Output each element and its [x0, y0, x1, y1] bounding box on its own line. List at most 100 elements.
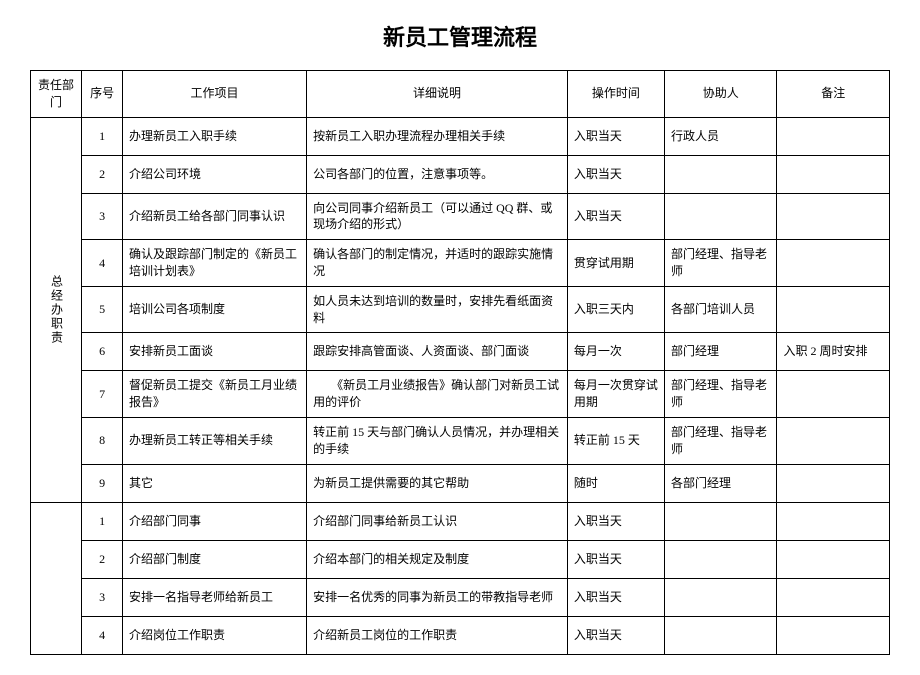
helper-cell: 部门经理、指导老师 [664, 240, 776, 287]
time-cell: 入职当天 [567, 155, 664, 193]
header-helper: 协助人 [664, 71, 776, 118]
desc-cell: 确认各部门的制定情况，并适时的跟踪实施情况 [307, 240, 568, 287]
note-cell: 入职 2 周时安排 [777, 333, 890, 371]
helper-cell [664, 540, 776, 578]
table-header-row: 责任部门 序号 工作项目 详细说明 操作时间 协助人 备注 [31, 71, 890, 118]
time-cell: 转正前 15 天 [567, 417, 664, 464]
item-cell: 安排新员工面谈 [123, 333, 307, 371]
seq-cell: 2 [82, 155, 123, 193]
item-cell: 其它 [123, 464, 307, 502]
time-cell: 入职当天 [567, 502, 664, 540]
seq-cell: 9 [82, 464, 123, 502]
process-table: 责任部门 序号 工作项目 详细说明 操作时间 协助人 备注 总经办职责1办理新员… [30, 70, 890, 655]
seq-cell: 5 [82, 286, 123, 333]
item-cell: 介绍部门制度 [123, 540, 307, 578]
time-cell: 入职当天 [567, 578, 664, 616]
helper-cell: 部门经理、指导老师 [664, 417, 776, 464]
desc-cell: 介绍新员工岗位的工作职责 [307, 616, 568, 654]
page-title: 新员工管理流程 [30, 20, 890, 52]
table-row: 9其它为新员工提供需要的其它帮助随时各部门经理 [31, 464, 890, 502]
seq-cell: 3 [82, 193, 123, 240]
helper-cell: 部门经理、指导老师 [664, 371, 776, 418]
time-cell: 贯穿试用期 [567, 240, 664, 287]
desc-cell: 转正前 15 天与部门确认人员情况，并办理相关的手续 [307, 417, 568, 464]
table-row: 3安排一名指导老师给新员工安排一名优秀的同事为新员工的带教指导老师入职当天 [31, 578, 890, 616]
table-row: 8办理新员工转正等相关手续转正前 15 天与部门确认人员情况，并办理相关的手续转… [31, 417, 890, 464]
table-body: 总经办职责1办理新员工入职手续按新员工入职办理流程办理相关手续入职当天行政人员2… [31, 117, 890, 654]
item-cell: 介绍部门同事 [123, 502, 307, 540]
header-dept: 责任部门 [31, 71, 82, 118]
helper-cell: 各部门培训人员 [664, 286, 776, 333]
desc-cell: 如人员未达到培训的数量时，安排先看纸面资料 [307, 286, 568, 333]
seq-cell: 4 [82, 240, 123, 287]
helper-cell: 各部门经理 [664, 464, 776, 502]
note-cell [777, 464, 890, 502]
desc-cell: 跟踪安排高管面谈、人资面谈、部门面谈 [307, 333, 568, 371]
seq-cell: 7 [82, 371, 123, 418]
item-cell: 培训公司各项制度 [123, 286, 307, 333]
dept-cell [31, 502, 82, 654]
seq-cell: 8 [82, 417, 123, 464]
time-cell: 入职当天 [567, 117, 664, 155]
table-row: 7督促新员工提交《新员工月业绩报告》 《新员工月业绩报告》确认部门对新员工试用的… [31, 371, 890, 418]
time-cell: 入职当天 [567, 540, 664, 578]
seq-cell: 6 [82, 333, 123, 371]
desc-cell: 按新员工入职办理流程办理相关手续 [307, 117, 568, 155]
table-row: 总经办职责1办理新员工入职手续按新员工入职办理流程办理相关手续入职当天行政人员 [31, 117, 890, 155]
note-cell [777, 117, 890, 155]
table-row: 2介绍部门制度介绍本部门的相关规定及制度入职当天 [31, 540, 890, 578]
header-seq: 序号 [82, 71, 123, 118]
helper-cell: 行政人员 [664, 117, 776, 155]
seq-cell: 1 [82, 117, 123, 155]
note-cell [777, 417, 890, 464]
helper-cell [664, 578, 776, 616]
desc-cell: 为新员工提供需要的其它帮助 [307, 464, 568, 502]
note-cell [777, 155, 890, 193]
time-cell: 入职三天内 [567, 286, 664, 333]
note-cell [777, 240, 890, 287]
item-cell: 介绍新员工给各部门同事认识 [123, 193, 307, 240]
time-cell: 每月一次 [567, 333, 664, 371]
dept-cell: 总经办职责 [31, 117, 82, 502]
table-row: 2介绍公司环境公司各部门的位置，注意事项等。入职当天 [31, 155, 890, 193]
helper-cell [664, 502, 776, 540]
time-cell: 入职当天 [567, 616, 664, 654]
desc-cell: 介绍部门同事给新员工认识 [307, 502, 568, 540]
helper-cell [664, 155, 776, 193]
header-desc: 详细说明 [307, 71, 568, 118]
note-cell [777, 540, 890, 578]
seq-cell: 3 [82, 578, 123, 616]
seq-cell: 2 [82, 540, 123, 578]
helper-cell [664, 616, 776, 654]
table-row: 1介绍部门同事介绍部门同事给新员工认识入职当天 [31, 502, 890, 540]
note-cell [777, 502, 890, 540]
item-cell: 办理新员工入职手续 [123, 117, 307, 155]
note-cell [777, 286, 890, 333]
table-row: 4介绍岗位工作职责介绍新员工岗位的工作职责入职当天 [31, 616, 890, 654]
desc-cell: 介绍本部门的相关规定及制度 [307, 540, 568, 578]
item-cell: 介绍公司环境 [123, 155, 307, 193]
helper-cell: 部门经理 [664, 333, 776, 371]
seq-cell: 4 [82, 616, 123, 654]
item-cell: 办理新员工转正等相关手续 [123, 417, 307, 464]
header-time: 操作时间 [567, 71, 664, 118]
helper-cell [664, 193, 776, 240]
desc-cell: 公司各部门的位置，注意事项等。 [307, 155, 568, 193]
note-cell [777, 371, 890, 418]
desc-cell: 安排一名优秀的同事为新员工的带教指导老师 [307, 578, 568, 616]
note-cell [777, 193, 890, 240]
note-cell [777, 616, 890, 654]
desc-cell: 向公司同事介绍新员工（可以通过 QQ 群、或现场介绍的形式） [307, 193, 568, 240]
header-note: 备注 [777, 71, 890, 118]
time-cell: 入职当天 [567, 193, 664, 240]
item-cell: 确认及跟踪部门制定的《新员工培训计划表》 [123, 240, 307, 287]
table-row: 3介绍新员工给各部门同事认识向公司同事介绍新员工（可以通过 QQ 群、或现场介绍… [31, 193, 890, 240]
table-row: 4确认及跟踪部门制定的《新员工培训计划表》确认各部门的制定情况，并适时的跟踪实施… [31, 240, 890, 287]
header-item: 工作项目 [123, 71, 307, 118]
table-row: 5培训公司各项制度如人员未达到培训的数量时，安排先看纸面资料入职三天内各部门培训… [31, 286, 890, 333]
table-row: 6安排新员工面谈跟踪安排高管面谈、人资面谈、部门面谈每月一次部门经理入职 2 周… [31, 333, 890, 371]
seq-cell: 1 [82, 502, 123, 540]
time-cell: 随时 [567, 464, 664, 502]
desc-cell: 《新员工月业绩报告》确认部门对新员工试用的评价 [307, 371, 568, 418]
item-cell: 安排一名指导老师给新员工 [123, 578, 307, 616]
